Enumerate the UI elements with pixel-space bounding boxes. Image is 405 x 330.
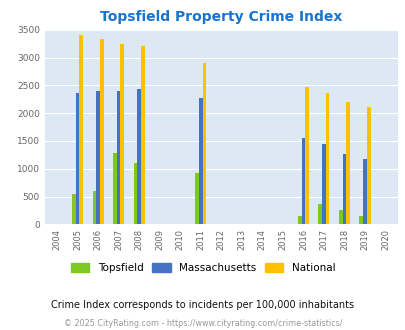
Bar xyxy=(325,93,329,224)
Bar xyxy=(362,159,366,224)
Bar xyxy=(120,44,124,224)
Bar xyxy=(321,144,325,224)
Bar xyxy=(117,91,120,224)
Bar xyxy=(342,154,345,224)
Bar xyxy=(198,98,202,224)
Bar xyxy=(141,47,144,224)
Bar xyxy=(100,39,103,224)
Bar xyxy=(358,216,362,224)
Bar xyxy=(133,163,137,224)
Bar xyxy=(113,153,117,224)
Bar xyxy=(338,210,342,224)
Bar xyxy=(96,91,100,224)
Bar xyxy=(318,204,321,224)
Legend: Topsfield, Massachusetts, National: Topsfield, Massachusetts, National xyxy=(66,259,339,277)
Text: © 2025 CityRating.com - https://www.cityrating.com/crime-statistics/: © 2025 CityRating.com - https://www.city… xyxy=(64,319,341,328)
Bar xyxy=(301,138,305,224)
Bar xyxy=(75,92,79,224)
Bar xyxy=(366,107,370,224)
Bar xyxy=(345,102,349,224)
Title: Topsfield Property Crime Index: Topsfield Property Crime Index xyxy=(100,10,341,24)
Bar xyxy=(92,191,96,224)
Bar xyxy=(137,89,141,224)
Bar xyxy=(195,173,198,224)
Text: Crime Index corresponds to incidents per 100,000 inhabitants: Crime Index corresponds to incidents per… xyxy=(51,300,354,310)
Bar xyxy=(305,87,308,224)
Bar xyxy=(72,194,75,224)
Bar xyxy=(79,35,83,224)
Bar xyxy=(297,216,301,224)
Bar xyxy=(202,63,206,224)
